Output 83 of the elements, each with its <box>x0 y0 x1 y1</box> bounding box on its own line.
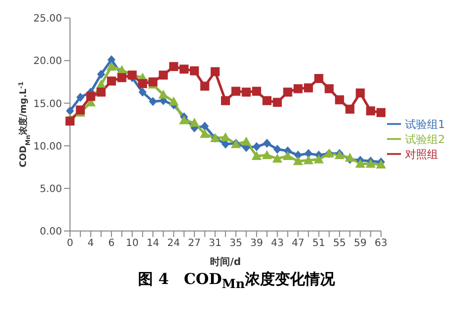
point <box>252 142 261 152</box>
point <box>179 115 190 124</box>
x-tick-label: 43 <box>270 238 284 250</box>
x-tick-label: 27 <box>188 238 201 250</box>
point <box>262 96 272 106</box>
point <box>242 88 251 97</box>
point <box>376 160 386 169</box>
point <box>293 156 304 166</box>
x-tick-label: 4 <box>88 238 94 250</box>
y-tick-label: 0.00 <box>40 226 62 238</box>
point <box>86 92 96 101</box>
y-tick-label: 20.00 <box>33 56 62 68</box>
point <box>221 96 230 106</box>
point <box>262 138 271 148</box>
point <box>106 76 116 86</box>
x-tick-label: 35 <box>230 238 242 250</box>
point <box>66 116 74 126</box>
point <box>97 70 106 79</box>
x-tick-label: 0 <box>66 238 74 250</box>
y-tick-label: 25.00 <box>33 14 62 25</box>
point <box>314 74 324 83</box>
point <box>189 118 200 127</box>
point <box>376 108 386 118</box>
point <box>356 88 365 98</box>
x-tick-label: 31 <box>208 238 222 250</box>
point <box>252 86 262 96</box>
point <box>294 84 303 94</box>
point <box>106 62 116 71</box>
point <box>241 136 252 146</box>
point <box>355 158 366 168</box>
point <box>324 84 334 94</box>
point <box>169 62 178 72</box>
legend-label: 试验组1 <box>405 118 445 130</box>
point <box>345 104 354 114</box>
x-tick-label: 24 <box>167 238 180 250</box>
point <box>303 155 314 164</box>
x-tick-label: 14 <box>146 238 160 250</box>
point <box>220 132 230 142</box>
point <box>304 83 313 92</box>
x-tick-label: 39 <box>250 238 263 250</box>
point <box>272 98 282 107</box>
point <box>96 88 106 97</box>
x-tick-label: 59 <box>354 238 367 250</box>
x-axis-title: 时间/d <box>210 256 241 268</box>
point <box>158 70 168 80</box>
point <box>117 73 126 82</box>
point <box>138 88 147 97</box>
x-tick-label: 63 <box>374 238 388 250</box>
x-tick-label: 51 <box>312 238 326 250</box>
y-tick-label: 5.00 <box>40 184 62 195</box>
point <box>210 67 220 76</box>
point <box>138 79 148 88</box>
point <box>366 106 376 116</box>
point <box>231 86 240 96</box>
point <box>335 95 344 104</box>
point <box>200 82 210 91</box>
point <box>148 96 157 106</box>
point <box>262 150 272 160</box>
point <box>168 96 179 106</box>
point <box>314 154 324 164</box>
x-tick-label: 55 <box>333 238 346 250</box>
text: 图 4 COD$_{Mn}$浓度变化情况 <box>137 270 336 291</box>
x-tick-label: 47 <box>292 238 304 250</box>
legend-label: 对照组 <box>405 148 438 160</box>
point <box>107 55 116 64</box>
point <box>282 151 293 160</box>
point <box>200 128 210 138</box>
point <box>200 122 209 131</box>
x-tick-label: 6 <box>108 238 115 250</box>
point <box>272 154 282 163</box>
point <box>158 90 168 99</box>
point <box>304 148 312 158</box>
legend-label: 试验组2 <box>405 132 445 146</box>
point <box>190 66 199 76</box>
x-tick-label: 10 <box>126 238 139 250</box>
point <box>180 64 189 74</box>
point <box>76 92 84 102</box>
point <box>283 88 292 97</box>
point <box>273 144 282 154</box>
y-tick-label: 10.00 <box>33 141 62 152</box>
y-tick-label: 15.00 <box>33 98 62 110</box>
point <box>252 151 262 160</box>
point <box>66 106 74 116</box>
